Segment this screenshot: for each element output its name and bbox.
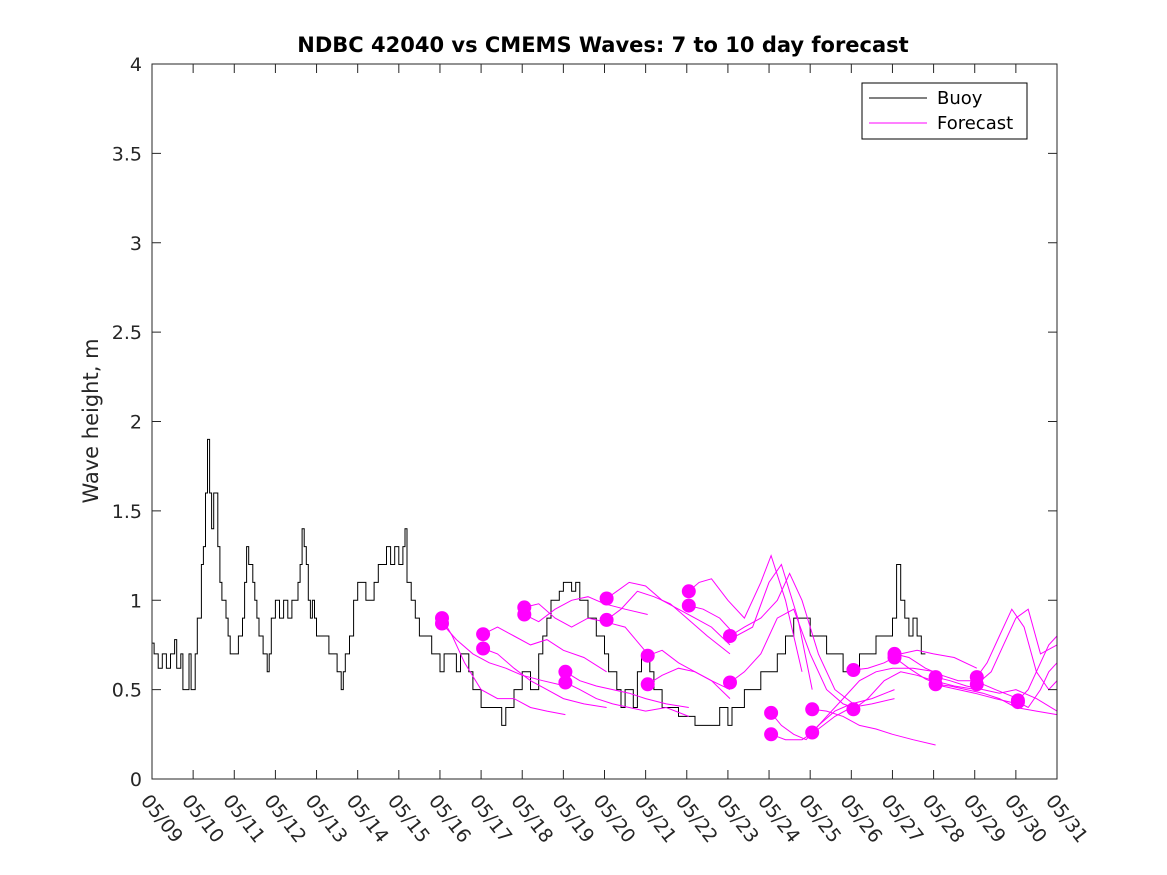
forecast-series-line-11 (647, 649, 731, 691)
legend-forecast-label: Forecast (937, 113, 1013, 134)
forecast-series-line-21 (853, 649, 978, 671)
x-tick-label: 05/15 (383, 791, 434, 848)
forecast-start-marker-15 (723, 629, 737, 643)
forecast-series-line-26 (935, 683, 1057, 716)
x-tick-label: 05/31 (1041, 791, 1092, 848)
x-tick-label: 05/09 (136, 791, 187, 848)
forecast-start-marker-19 (805, 702, 820, 717)
forecast-series-line-19 (812, 708, 936, 746)
forecast-start-marker-22 (846, 702, 861, 717)
y-tick-label: 2.5 (112, 322, 142, 344)
forecast-start-marker-28 (969, 677, 984, 692)
y-tick-label: 3 (130, 233, 142, 255)
plot-background (152, 64, 1057, 779)
x-tick-label: 05/10 (177, 791, 228, 848)
forecast-series-line-5 (524, 603, 649, 655)
x-tick-label: 05/25 (794, 791, 845, 848)
forecast-start-marker-7 (558, 664, 573, 679)
x-tick-label: 05/12 (259, 791, 310, 848)
chart-title: NDBC 42040 vs CMEMS Waves: 7 to 10 day f… (297, 33, 908, 57)
forecast-series-line-15 (729, 572, 854, 705)
forecast-start-marker-20 (805, 725, 820, 740)
forecast-start-marker-26 (928, 677, 943, 692)
x-tick-label: 05/26 (835, 791, 886, 848)
y-tick-label: 1 (130, 590, 142, 612)
x-tick-label: 05/19 (547, 791, 598, 848)
x-tick-label: 05/29 (959, 791, 1010, 848)
forecast-series-line-8 (565, 682, 689, 717)
forecast-start-marker-17 (764, 705, 779, 720)
forecast-start-marker-11 (640, 648, 655, 663)
y-axis-label: Wave height, m (79, 338, 103, 503)
forecast-series-line-16 (729, 608, 854, 708)
series-group (152, 438, 1057, 746)
forecast-series-line-29 (1017, 635, 1057, 701)
forecast-start-marker-10 (599, 612, 614, 627)
forecast-start-marker-6 (517, 607, 532, 622)
legend: Buoy Forecast (861, 82, 1028, 140)
x-tick-label: 05/27 (877, 791, 928, 848)
forecast-series-line-23 (894, 653, 1019, 700)
y-tick-label: 3.5 (112, 143, 142, 165)
plot-area (151, 63, 1058, 780)
forecast-series-line-7 (565, 671, 689, 708)
x-tick-label: 05/13 (301, 791, 352, 848)
forecast-series-line-27 (976, 608, 1057, 691)
forecast-series-line-22 (853, 671, 977, 710)
forecast-series-line-14 (688, 563, 813, 690)
forecast-series-line-18 (770, 698, 895, 741)
forecast-start-marker-2 (435, 616, 449, 631)
forecast-series-line-28 (976, 608, 1057, 685)
forecast-series-line-3 (482, 626, 607, 673)
forecast-series-line-30 (1017, 662, 1057, 709)
forecast-series-line-4 (482, 648, 607, 708)
y-tick-label: 2 (130, 412, 142, 434)
forecast-series-line-12 (647, 667, 731, 699)
forecast-start-marker-21 (846, 663, 861, 677)
forecast-series-line-1 (441, 617, 566, 716)
forecast-series-line-25 (935, 676, 1057, 712)
forecast-series-line-13 (688, 554, 803, 672)
legend-buoy-label: Buoy (937, 88, 983, 109)
x-tick-label: 05/14 (342, 791, 393, 848)
x-tick-label: 05/16 (424, 791, 475, 848)
y-tick-label: 0.5 (112, 680, 142, 702)
x-tick-label: 05/28 (918, 791, 969, 848)
x-tick-label: 05/22 (671, 791, 722, 848)
x-tick-label: 05/20 (589, 791, 640, 848)
y-tick-label: 1.5 (112, 501, 142, 523)
y-tick-label: 4 (130, 54, 142, 76)
forecast-series-line-2 (441, 623, 566, 687)
x-tick-label: 05/21 (630, 791, 681, 848)
forecast-series-line-10 (606, 590, 731, 655)
x-tick-label: 05/11 (218, 791, 269, 848)
y-axis: 0 0.5 1 1.5 2 2.5 3 3.5 4 (112, 54, 1057, 791)
forecast-start-marker-14 (681, 598, 696, 613)
forecast-start-marker-4 (476, 641, 491, 656)
forecast-start-marker-8 (558, 675, 573, 690)
forecast-start-marker-13 (681, 584, 696, 599)
forecast-start-marker-9 (599, 591, 614, 606)
forecast-start-marker-12 (640, 677, 655, 692)
legend-box (861, 82, 1028, 140)
forecast-start-marker-16 (723, 675, 737, 690)
x-tick-label: 05/17 (465, 791, 516, 848)
forecast-start-marker-24 (887, 650, 902, 665)
x-tick-label: 05/30 (1000, 791, 1051, 848)
x-tick-label: 05/18 (506, 791, 557, 848)
y-tick-label: 0 (130, 769, 142, 791)
forecast-start-marker-18 (764, 727, 779, 742)
buoy-series-line (152, 438, 926, 726)
x-tick-label: 05/24 (753, 791, 804, 848)
forecast-series-line-24 (894, 657, 1019, 705)
x-tick-label: 05/23 (712, 791, 763, 848)
forecast-start-marker-3 (476, 627, 491, 642)
forecast-start-marker-30 (1010, 695, 1025, 710)
